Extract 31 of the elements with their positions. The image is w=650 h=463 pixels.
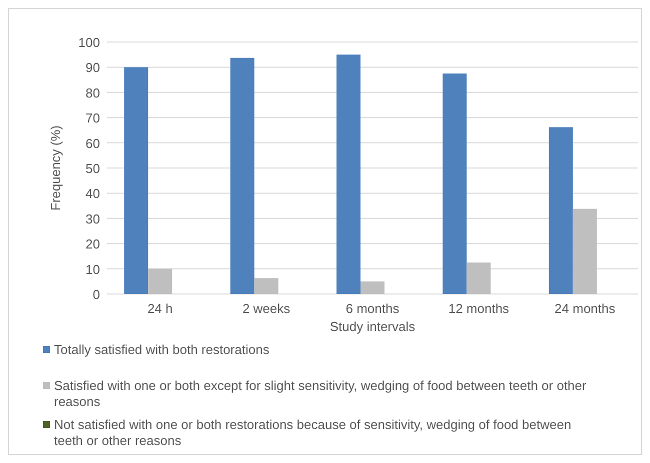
x-tick-label: 6 months bbox=[346, 301, 400, 316]
x-tick-label: 2 weeks bbox=[242, 301, 291, 316]
y-tick-label: 100 bbox=[78, 35, 100, 50]
bar bbox=[254, 278, 278, 294]
legend-label: Satisfied with one or both except for slight sensitivity, wedging of food between teeth or other reasons bbox=[54, 378, 588, 409]
y-tick-label: 50 bbox=[86, 161, 100, 176]
bar bbox=[572, 208, 597, 294]
x-tick-label: 24 months bbox=[554, 301, 616, 316]
y-tick-label: 80 bbox=[86, 85, 100, 100]
y-tick-label: 20 bbox=[86, 236, 100, 252]
y-tick-label: 10 bbox=[86, 262, 100, 277]
y-tick-label: 40 bbox=[86, 186, 100, 202]
y-tick-label: 90 bbox=[86, 60, 100, 76]
y-tick-label: 30 bbox=[86, 211, 100, 226]
legend-label: Totally satisfied with both restorations bbox=[54, 342, 270, 357]
bar bbox=[548, 127, 573, 294]
x-tick-label: 24 h bbox=[147, 301, 173, 316]
bar bbox=[442, 74, 467, 294]
y-tick-label: 60 bbox=[86, 136, 100, 151]
y-tick-label: 0 bbox=[92, 287, 100, 302]
y-axis-title: Frequency (%) bbox=[48, 125, 63, 211]
bar bbox=[360, 281, 384, 294]
bar bbox=[230, 58, 254, 294]
x-tick-label: 12 months bbox=[448, 301, 510, 316]
bar bbox=[148, 268, 172, 294]
y-tick-label: 70 bbox=[86, 110, 100, 126]
bar bbox=[466, 262, 491, 294]
bar bbox=[124, 67, 148, 294]
legend-label: Not satisfied with one or both restorations because of sensitivity, wedging of food between teeth or other reasons bbox=[54, 417, 572, 448]
bar bbox=[336, 54, 360, 294]
x-axis-title: Study intervals bbox=[330, 319, 416, 334]
